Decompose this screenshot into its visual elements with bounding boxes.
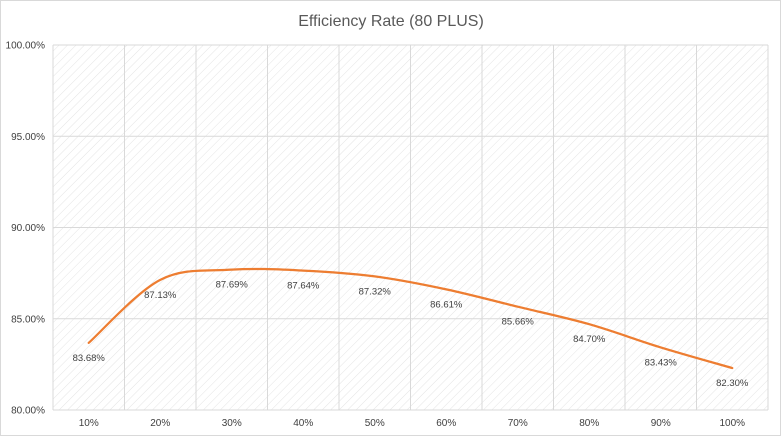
x-tick-label: 100% bbox=[719, 418, 745, 429]
data-label: 87.32% bbox=[359, 286, 392, 297]
chart-title: Efficiency Rate (80 PLUS) bbox=[298, 13, 484, 30]
y-axis-ticks: 80.00% 85.00% 90.00% 95.00% 100.00% bbox=[6, 41, 46, 417]
x-tick-label: 20% bbox=[150, 418, 170, 429]
x-tick-label: 90% bbox=[651, 418, 671, 429]
data-label: 86.61% bbox=[430, 299, 463, 310]
x-tick-label: 60% bbox=[436, 418, 456, 429]
data-label: 83.43% bbox=[645, 357, 678, 368]
data-label: 87.13% bbox=[144, 290, 177, 301]
x-tick-label: 50% bbox=[365, 418, 385, 429]
data-label: 87.69% bbox=[216, 280, 249, 291]
data-label: 82.30% bbox=[716, 378, 749, 389]
x-tick-label: 70% bbox=[508, 418, 528, 429]
y-tick-label: 90.00% bbox=[11, 223, 45, 234]
y-tick-label: 80.00% bbox=[11, 406, 45, 417]
x-tick-label: 40% bbox=[293, 418, 313, 429]
series-efficiency bbox=[87, 267, 734, 370]
x-tick-label: 80% bbox=[579, 418, 599, 429]
data-label: 87.64% bbox=[287, 281, 320, 292]
x-axis-ticks: 10% 20% 30% 40% 50% 60% 70% 80% 90% 100% bbox=[79, 418, 745, 429]
x-tick-label: 10% bbox=[79, 418, 99, 429]
y-tick-label: 95.00% bbox=[11, 132, 45, 143]
x-tick-label: 30% bbox=[222, 418, 242, 429]
series-line bbox=[87, 267, 734, 370]
data-label: 83.68% bbox=[73, 353, 106, 364]
y-tick-label: 100.00% bbox=[6, 41, 46, 52]
data-label: 84.70% bbox=[573, 334, 606, 345]
data-labels: 83.68% 87.13% 87.69% 87.64% 87.32% 86.61% 85.6… bbox=[73, 280, 749, 389]
y-tick-label: 85.00% bbox=[11, 314, 45, 325]
data-label: 85.66% bbox=[502, 317, 535, 328]
grid-lines bbox=[52, 44, 769, 411]
